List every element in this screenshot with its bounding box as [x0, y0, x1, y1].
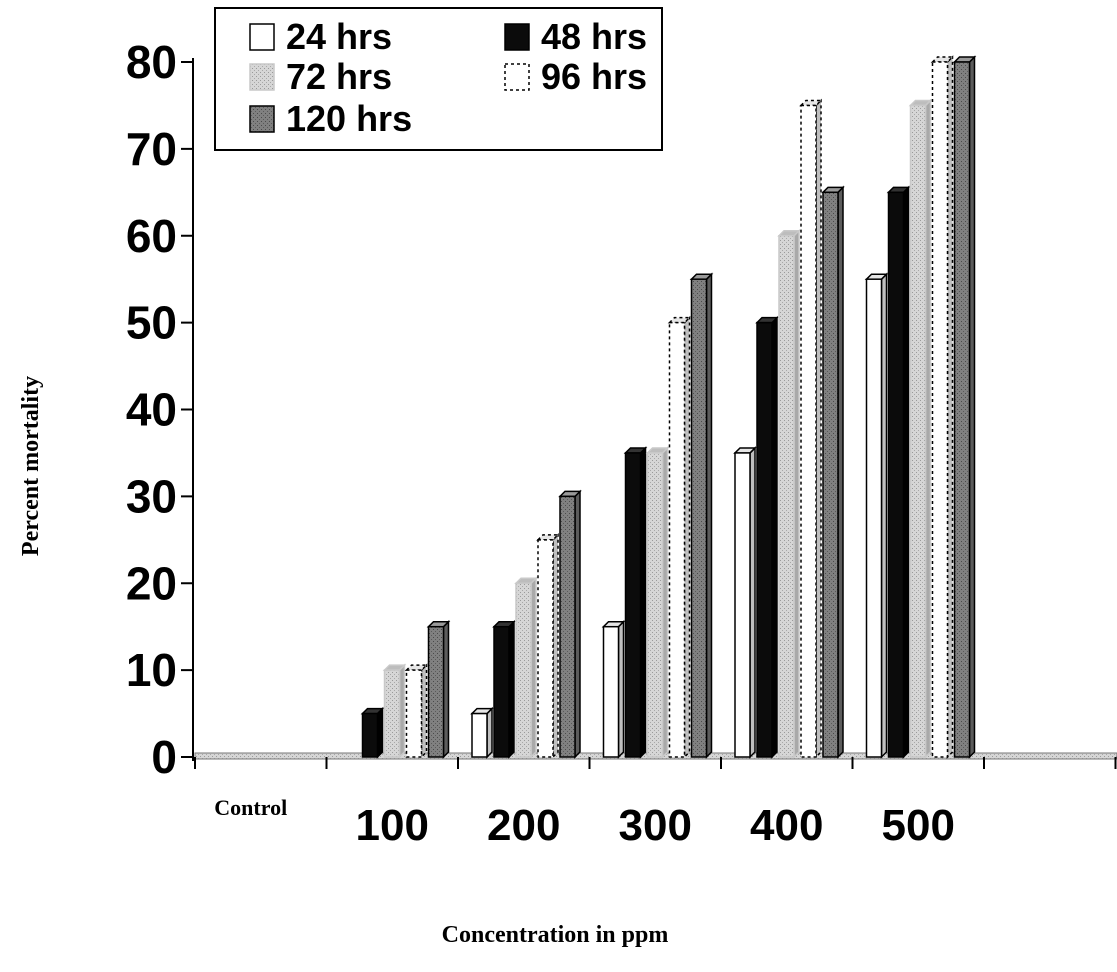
bar: [777, 228, 801, 759]
y-tick-label: 50: [126, 297, 177, 349]
legend-swatch: [249, 63, 275, 91]
bar: [558, 489, 582, 759]
y-axis-label: Percent mortality: [18, 376, 44, 556]
x-tick-label: 200: [487, 801, 560, 850]
legend-label: 120 hrs: [286, 98, 412, 139]
legend-swatch: [504, 63, 530, 91]
bar: [382, 663, 407, 759]
legend: 24 hrs 48 hrs 72 hrs 96 hrs 120 hrs: [214, 7, 663, 151]
y-tick-label: 60: [126, 210, 177, 262]
legend-swatch: [249, 23, 275, 51]
x-tick-labels: Control 100 200 300 400 500: [214, 795, 955, 850]
legend-label: 96 hrs: [541, 56, 647, 97]
legend-label: 72 hrs: [286, 56, 392, 97]
bar: [864, 272, 889, 759]
legend-item: 48 hrs: [504, 16, 647, 57]
bar: [821, 185, 845, 759]
bar: [514, 576, 538, 759]
x-tick-label: 100: [356, 801, 429, 850]
y-tick-label: 80: [126, 36, 177, 88]
bar: [470, 706, 494, 759]
legend-box: [214, 7, 663, 151]
legend-swatch: [504, 23, 530, 51]
y-tick-label: 30: [126, 470, 177, 522]
bar: [667, 315, 692, 759]
legend-label: 24 hrs: [286, 16, 392, 57]
bar: [689, 272, 714, 759]
x-axis-label: Concentration in ppm: [442, 922, 669, 948]
legend-item: 120 hrs: [249, 98, 412, 139]
bar: [733, 446, 757, 759]
bar: [623, 446, 648, 759]
legend-item: 24 hrs: [249, 16, 392, 57]
legend-item: 72 hrs: [249, 56, 392, 97]
bar: [886, 185, 911, 759]
bar: [930, 55, 955, 759]
bar: [799, 98, 823, 759]
bar-series-group: [360, 55, 977, 759]
bar: [426, 619, 451, 759]
legend-label: 48 hrs: [541, 16, 647, 57]
bar: [492, 619, 516, 759]
bar: [536, 533, 560, 759]
bar: [360, 706, 385, 759]
y-tick-label: 20: [126, 557, 177, 609]
bar: [952, 55, 977, 759]
bar: [601, 619, 626, 759]
x-tick-label: Control: [214, 795, 287, 820]
y-tick-label: 70: [126, 123, 177, 175]
bar: [755, 315, 779, 759]
bar: [404, 663, 429, 759]
bar: [645, 446, 670, 759]
y-tick-label: 0: [151, 731, 177, 783]
x-tick-label: 300: [619, 801, 692, 850]
y-tick-labels: 0 10 20 30 40 50 60 70 80: [126, 36, 193, 783]
x-tick-label: 500: [882, 801, 955, 850]
y-tick-label: 10: [126, 644, 177, 696]
legend-swatch: [249, 105, 275, 133]
x-tick-label: 400: [750, 801, 823, 850]
y-tick-label: 40: [126, 384, 177, 436]
bar: [908, 98, 933, 759]
legend-item: 96 hrs: [504, 56, 647, 97]
